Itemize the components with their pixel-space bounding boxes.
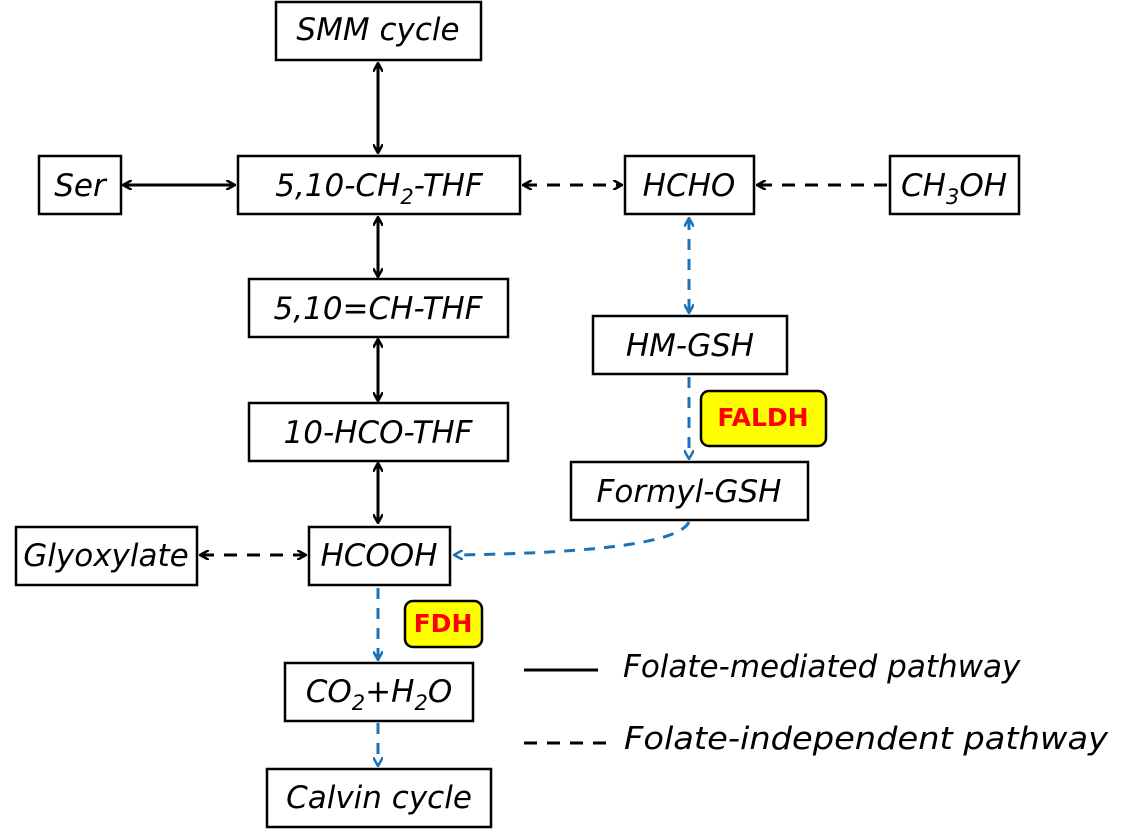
node-ch3oh-label: CH3OH — [901, 168, 1007, 209]
node-hcooh: HCOOH — [307, 525, 452, 587]
node-hm-gsh-label: HM-GSH — [626, 328, 754, 364]
node-co2-a: CO — [306, 674, 352, 710]
node-co2-sub1: 2 — [352, 691, 365, 715]
node-smm-cycle-label: SMM cycle — [296, 12, 459, 48]
legend-solid-label: Folate-mediated pathway — [623, 649, 1021, 685]
node-formyl-gsh-label: Formyl-GSH — [597, 474, 782, 510]
edge-formylgsh-hcooh — [455, 521, 691, 555]
node-hcooh-label: HCOOH — [320, 538, 437, 574]
enzyme-fdh-label: FDH — [414, 609, 473, 638]
node-calvin-cycle: Calvin cycle — [265, 767, 493, 829]
node-formyl-gsh: Formyl-GSH — [569, 460, 810, 522]
connectors — [124, 64, 887, 765]
node-smm-cycle: SMM cycle — [274, 0, 483, 62]
enzyme-faldh: FALDH — [699, 389, 828, 448]
legend: Folate-mediated pathway Folate-independe… — [524, 649, 1109, 757]
node-hcho-label: HCHO — [643, 168, 736, 204]
node-ch2-thf-pre: 5,10-CH — [275, 168, 400, 204]
node-glyoxylate: Glyoxylate — [14, 525, 199, 587]
node-glyoxylate-label: Glyoxylate — [23, 538, 188, 574]
node-ch2-thf: 5,10-CH2-THF — [236, 154, 522, 216]
node-ser: Ser — [37, 154, 123, 216]
node-hm-gsh: HM-GSH — [591, 314, 789, 376]
node-hco-thf: 10-HCO-THF — [247, 401, 510, 463]
node-co2-h2o-label: CO2+H2O — [306, 674, 453, 715]
node-ser-label: Ser — [54, 168, 108, 204]
node-co2-b: +H — [365, 674, 414, 710]
node-co2-c: O — [428, 674, 452, 710]
node-ch-thf-label: 5,10=CH-THF — [274, 291, 484, 327]
node-ch3oh-post: OH — [959, 168, 1007, 204]
node-ch2-thf-sub: 2 — [400, 185, 413, 209]
enzyme-faldh-label: FALDH — [717, 403, 808, 432]
node-hco-thf-label: 10-HCO-THF — [284, 415, 474, 451]
node-ch3oh-sub: 3 — [946, 185, 959, 209]
node-hcho: HCHO — [623, 154, 756, 216]
node-ch-thf: 5,10=CH-THF — [247, 277, 510, 339]
node-ch2-thf-post: -THF — [414, 168, 484, 204]
node-ch2-thf-label: 5,10-CH2-THF — [275, 168, 484, 209]
node-co2-sub2: 2 — [414, 691, 427, 715]
node-ch3oh: CH3OH — [888, 154, 1021, 216]
node-co2-h2o: CO2+H2O — [283, 661, 475, 723]
node-calvin-cycle-label: Calvin cycle — [286, 780, 472, 816]
legend-dashed-label: Folate-independent pathway — [624, 721, 1109, 757]
node-ch3oh-pre: CH — [901, 168, 946, 204]
enzyme-fdh: FDH — [403, 599, 484, 649]
